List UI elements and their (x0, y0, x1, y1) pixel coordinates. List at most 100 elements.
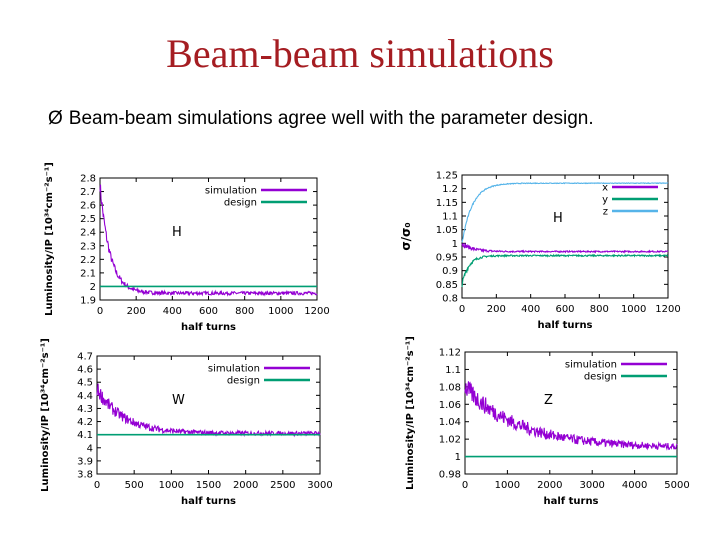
y-tick-label: 1.04 (439, 417, 461, 428)
legend-label-y: y (602, 195, 608, 206)
y-tick-label: 4.5 (77, 378, 93, 389)
x-tick-label: 2500 (270, 480, 295, 491)
y-tick-label: 2 (90, 282, 96, 293)
y-tick-label: 3.8 (77, 470, 93, 481)
y-tick-label: 2.7 (80, 187, 96, 198)
y-tick-label: 4.1 (77, 430, 93, 441)
slide-title: Beam-beam simulations (166, 31, 554, 76)
x-tick-label: 3000 (579, 480, 604, 491)
legend-label-design: design (584, 372, 617, 383)
y-tick-label: 4.3 (77, 404, 93, 415)
chart-4: 0 1000 2000 3000 4000 5000 0.98 1 1.02 1.04 1.06 1.… (405, 336, 690, 507)
x-tick-label: 200 (487, 304, 506, 315)
y-tick-label: 0.95 (436, 253, 458, 264)
x-tick-label: 2000 (537, 480, 562, 491)
y-tick-label: 1.05 (436, 225, 458, 236)
x-tick-label: 0 (94, 480, 100, 491)
y-tick-label: 2.2 (80, 255, 96, 266)
x-tick-label: 200 (127, 306, 146, 317)
y-tick-label: 1 (452, 239, 458, 250)
y-tick-label: 2.5 (80, 214, 96, 225)
y-tick-label: 2.3 (80, 241, 96, 252)
x-tick-label: 1000 (621, 304, 646, 315)
series-line-z (461, 182, 669, 243)
x-tick-label: 400 (163, 306, 182, 317)
chart-tag: H (172, 225, 182, 240)
legend-label-simulation: simulation (565, 360, 617, 371)
bullet-line: Ø Beam-beam simulations agree well with t… (48, 108, 594, 130)
x-tick-label: 600 (199, 306, 218, 317)
legend-label-simulation: simulation (205, 186, 257, 197)
x-tick-label: 2000 (233, 480, 258, 491)
x-axis-label: half turns (543, 496, 598, 507)
y-axis-label: Luminosity/IP [10³⁴cm⁻²s⁻¹] (44, 162, 55, 316)
y-tick-label: 0.98 (439, 470, 461, 481)
bullet-arrow-icon: Ø (48, 108, 63, 129)
y-tick-label: 1.06 (439, 400, 461, 411)
y-tick-label: 1.08 (439, 382, 461, 393)
legend-label-simulation: simulation (208, 364, 260, 375)
legend-label-design: design (227, 376, 260, 387)
series-line-simulation (464, 381, 678, 451)
legend-label-design: design (224, 198, 257, 209)
y-tick-label: 4.4 (77, 391, 93, 402)
chart-tag: W (172, 393, 185, 408)
y-axis-label: σ/σ₀ (399, 222, 413, 250)
y-axis-label: Luminosity/IP [10³⁴cm⁻²s⁻¹] (40, 338, 51, 492)
y-tick-label: 1.12 (439, 348, 461, 359)
series-line-simulation (99, 184, 318, 297)
y-tick-label: 4.2 (77, 417, 93, 428)
chart-2: 0 200 400 600 800 1000 1200 0.8 0.85 0.9 0.95 1 1.05… (399, 171, 681, 332)
x-tick-label: 1000 (268, 306, 293, 317)
chart-tag: Z (544, 393, 553, 408)
y-tick-label: 1.1 (442, 212, 458, 223)
y-tick-label: 4.6 (77, 365, 93, 376)
chart-3: 0 500 1000 1500 2000 2500 3000 3.8 3.9 4 4.1 4.2 4.3… (40, 338, 333, 507)
x-axis-label: half turns (181, 496, 236, 507)
y-tick-label: 2.8 (80, 174, 96, 185)
y-tick-label: 0.8 (442, 294, 458, 305)
chart-tag: H (553, 211, 563, 226)
x-tick-label: 400 (521, 304, 540, 315)
y-axis-label: Luminosity/IP [10³⁴cm⁻²s⁻¹] (405, 336, 416, 490)
chart-1: 0 200 400 600 800 1000 1200 1.9 2 2.1 2.2 2.3 2.4 2.5… (44, 162, 330, 333)
x-tick-label: 5000 (664, 480, 689, 491)
x-tick-label: 800 (590, 304, 609, 315)
x-tick-label: 1000 (495, 480, 520, 491)
x-tick-label: 800 (235, 306, 254, 317)
y-tick-label: 1.25 (436, 171, 458, 182)
plot-frame (464, 351, 678, 475)
x-tick-label: 1200 (655, 304, 680, 315)
legend-label-z: z (603, 207, 608, 218)
y-tick-label: 1.2 (442, 184, 458, 195)
y-tick-label: 1 (455, 452, 461, 463)
y-tick-label: 1.1 (445, 365, 461, 376)
legend-label-x: x (602, 183, 608, 194)
y-tick-label: 2.1 (80, 268, 96, 279)
y-tick-label: 1.9 (80, 296, 96, 307)
y-tick-label: 2.6 (80, 201, 96, 212)
y-tick-label: 3.9 (77, 456, 93, 467)
series-line-x (461, 243, 669, 254)
series-line-y (461, 253, 669, 288)
x-tick-label: 500 (125, 480, 144, 491)
x-tick-label: 1500 (196, 480, 221, 491)
x-tick-label: 0 (459, 304, 465, 315)
y-tick-label: 4 (87, 443, 93, 454)
plot-frame (461, 174, 669, 299)
x-tick-label: 0 (97, 306, 103, 317)
x-tick-label: 3000 (307, 480, 332, 491)
y-tick-label: 0.85 (436, 280, 458, 291)
y-tick-label: 4.7 (77, 352, 93, 363)
series-line-simulation (96, 383, 321, 438)
y-tick-label: 0.9 (442, 266, 458, 277)
y-tick-label: 1.15 (436, 198, 458, 209)
x-axis-label: half turns (537, 320, 592, 331)
x-tick-label: 1200 (304, 306, 329, 317)
x-tick-label: 4000 (622, 480, 647, 491)
x-tick-label: 0 (462, 480, 468, 491)
bullet-text: Beam-beam simulations agree well with th… (68, 108, 594, 129)
x-tick-label: 600 (555, 304, 574, 315)
y-tick-label: 1.02 (439, 435, 461, 446)
